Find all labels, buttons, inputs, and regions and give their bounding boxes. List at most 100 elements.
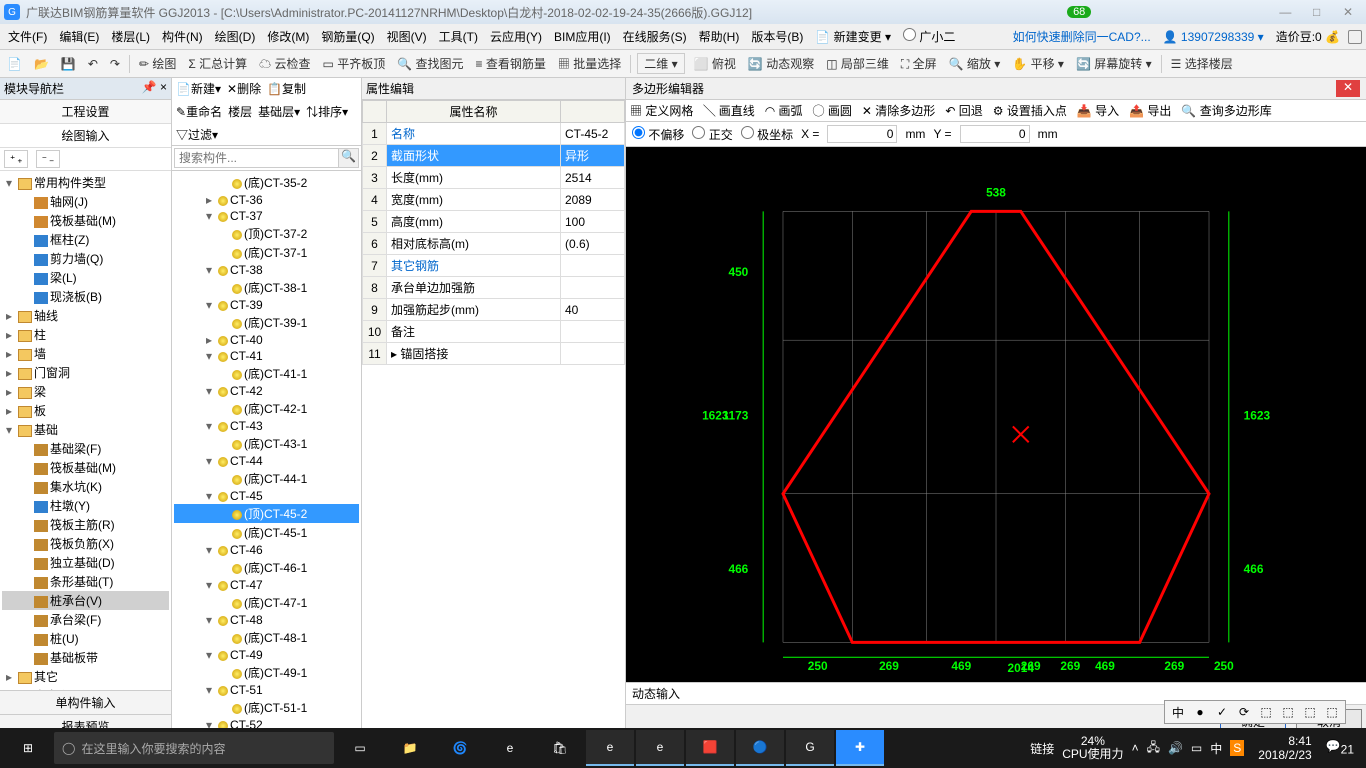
- expand-button[interactable]: ⁺₊: [4, 150, 28, 168]
- app4-icon[interactable]: ✚: [836, 730, 884, 766]
- component-item[interactable]: ▾CT-45: [174, 488, 359, 504]
- pin-icon[interactable]: 📌 ×: [142, 80, 167, 97]
- component-item[interactable]: ▾CT-44: [174, 453, 359, 469]
- component-item[interactable]: ▸CT-40: [174, 332, 359, 348]
- rotate-button[interactable]: 🔄 屏幕旋转 ▾: [1073, 54, 1155, 73]
- tree-node[interactable]: 剪力墙(Q): [2, 249, 169, 268]
- editor-close-button[interactable]: ✕: [1336, 80, 1360, 97]
- menu-item[interactable]: 修改(M): [263, 26, 313, 47]
- app1-icon[interactable]: 🌀: [436, 730, 484, 766]
- component-item[interactable]: (底)CT-45-1: [174, 523, 359, 542]
- browser-icon[interactable]: e: [586, 730, 634, 766]
- component-item[interactable]: (底)CT-41-1: [174, 364, 359, 383]
- sort-button[interactable]: ⇅排序▾: [306, 103, 348, 120]
- tray-icon[interactable]: ⬚: [1279, 703, 1297, 721]
- component-item[interactable]: ▾CT-46: [174, 542, 359, 558]
- component-item[interactable]: (底)CT-37-1: [174, 243, 359, 262]
- property-row[interactable]: 3长度(mm)2514: [363, 167, 625, 189]
- tree-node[interactable]: 现浇板(B): [2, 287, 169, 306]
- component-item[interactable]: ▾CT-49: [174, 647, 359, 663]
- user-radio[interactable]: 广小二: [899, 26, 959, 47]
- tree-node[interactable]: ▸梁: [2, 382, 169, 401]
- cpu-meter[interactable]: 24%CPU使用力: [1062, 735, 1123, 761]
- tree-node[interactable]: ▸板: [2, 401, 169, 420]
- tree-node[interactable]: ▸门窗洞: [2, 363, 169, 382]
- menu-item[interactable]: 云应用(Y): [486, 26, 546, 47]
- tree-node[interactable]: 集水坑(K): [2, 477, 169, 496]
- local3d-button[interactable]: ◫ 局部三维: [823, 54, 892, 73]
- tree-node[interactable]: 承台梁(F): [2, 610, 169, 629]
- tree-node[interactable]: ▸其它: [2, 667, 169, 686]
- undo-icon[interactable]: ↶: [85, 56, 101, 72]
- cad-icon[interactable]: 🟥: [686, 730, 734, 766]
- rename-button[interactable]: ✎重命名: [176, 103, 222, 120]
- tree-node[interactable]: 筏板主筋(R): [2, 515, 169, 534]
- tray-icon[interactable]: ⟳: [1235, 703, 1253, 721]
- draw-button[interactable]: ✏ 绘图: [136, 54, 179, 73]
- menu-item[interactable]: 帮助(H): [695, 26, 744, 47]
- notification-icon[interactable]: 💬21: [1326, 739, 1354, 756]
- tree-node[interactable]: 基础板带: [2, 648, 169, 667]
- grid-button[interactable]: ▦ 定义网格: [630, 102, 693, 119]
- offset-radio[interactable]: 不偏移: [632, 126, 684, 143]
- property-row[interactable]: 10备注: [363, 321, 625, 343]
- tab-draw[interactable]: 绘图输入: [0, 124, 171, 148]
- tray-icon[interactable]: ✓: [1213, 703, 1231, 721]
- flat-button[interactable]: ▭ 平齐板顶: [320, 54, 389, 73]
- dim-select[interactable]: 二维 ▾: [637, 53, 684, 74]
- component-item[interactable]: ▾CT-48: [174, 612, 359, 628]
- menu-item[interactable]: 绘图(D): [211, 26, 260, 47]
- edge-icon[interactable]: e: [486, 730, 534, 766]
- component-item[interactable]: ▾CT-42: [174, 383, 359, 399]
- tree-node[interactable]: ▾常用构件类型: [2, 173, 169, 192]
- tree-node[interactable]: 桩(U): [2, 629, 169, 648]
- component-item[interactable]: ▾CT-41: [174, 348, 359, 364]
- property-row[interactable]: 7其它钢筋: [363, 255, 625, 277]
- tray-icon[interactable]: 中: [1169, 703, 1187, 721]
- component-item[interactable]: (底)CT-43-1: [174, 434, 359, 453]
- component-item[interactable]: (底)CT-35-2: [174, 173, 359, 192]
- arc-button[interactable]: ◠ 画弧: [765, 102, 803, 119]
- store-icon[interactable]: 🛍: [536, 730, 584, 766]
- component-list[interactable]: (底)CT-35-2▸CT-36▾CT-37(顶)CT-37-2(底)CT-37…: [172, 171, 361, 738]
- property-row[interactable]: 6相对底标高(m)(0.6): [363, 233, 625, 255]
- bird-button[interactable]: ⬜ 俯视: [691, 54, 739, 73]
- dyn-button[interactable]: 🔄 动态观察: [745, 54, 817, 73]
- menu-item[interactable]: BIM应用(I): [550, 26, 615, 47]
- tree-node[interactable]: ▸轴线: [2, 306, 169, 325]
- nav-tree[interactable]: ▾常用构件类型轴网(J)筏板基础(M)框柱(Z)剪力墙(Q)梁(L)现浇板(B)…: [0, 171, 171, 690]
- tab-project[interactable]: 工程设置: [0, 100, 171, 124]
- menu-item[interactable]: 钢筋量(Q): [317, 26, 378, 47]
- polar-radio[interactable]: 极坐标: [741, 126, 793, 143]
- folder-icon[interactable]: 📁: [386, 730, 434, 766]
- ortho-radio[interactable]: 正交: [692, 126, 732, 143]
- batch-button[interactable]: ▦ 批量选择: [555, 54, 624, 73]
- tree-node[interactable]: 筏板负筋(X): [2, 534, 169, 553]
- tree-node[interactable]: 基础梁(F): [2, 439, 169, 458]
- base-select[interactable]: 基础层▾: [258, 103, 300, 120]
- taskview-icon[interactable]: ▭: [336, 730, 384, 766]
- x-input[interactable]: [827, 125, 897, 143]
- tray-icon[interactable]: ●: [1191, 703, 1209, 721]
- import-button[interactable]: 📥 导入: [1077, 102, 1119, 119]
- rebar-button[interactable]: ≡ 查看钢筋量: [473, 54, 549, 73]
- menu-item[interactable]: 视图(V): [383, 26, 431, 47]
- component-item[interactable]: (底)CT-46-1: [174, 558, 359, 577]
- tree-node[interactable]: ▸墙: [2, 344, 169, 363]
- component-item[interactable]: ▾CT-43: [174, 418, 359, 434]
- sogou-icon[interactable]: S: [1230, 740, 1244, 756]
- new-icon[interactable]: 📄: [4, 56, 25, 72]
- tray-icon[interactable]: ⬚: [1257, 703, 1275, 721]
- del-comp-button[interactable]: ✕删除: [227, 80, 261, 97]
- pan-button[interactable]: ✋ 平移 ▾: [1009, 54, 1067, 73]
- network-icon[interactable]: 🖧: [1147, 738, 1160, 759]
- tray-up-icon[interactable]: ˄: [1132, 741, 1139, 755]
- save-icon[interactable]: 💾: [58, 56, 79, 72]
- clock[interactable]: 8:412018/2/23: [1252, 734, 1317, 763]
- search-icon[interactable]: 🔍: [339, 148, 359, 168]
- tree-node[interactable]: 条形基础(T): [2, 572, 169, 591]
- redo-icon[interactable]: ↷: [107, 56, 123, 72]
- component-item[interactable]: ▾CT-39: [174, 297, 359, 313]
- property-row[interactable]: 1名称CT-45-2: [363, 123, 625, 145]
- property-row[interactable]: 5高度(mm)100: [363, 211, 625, 233]
